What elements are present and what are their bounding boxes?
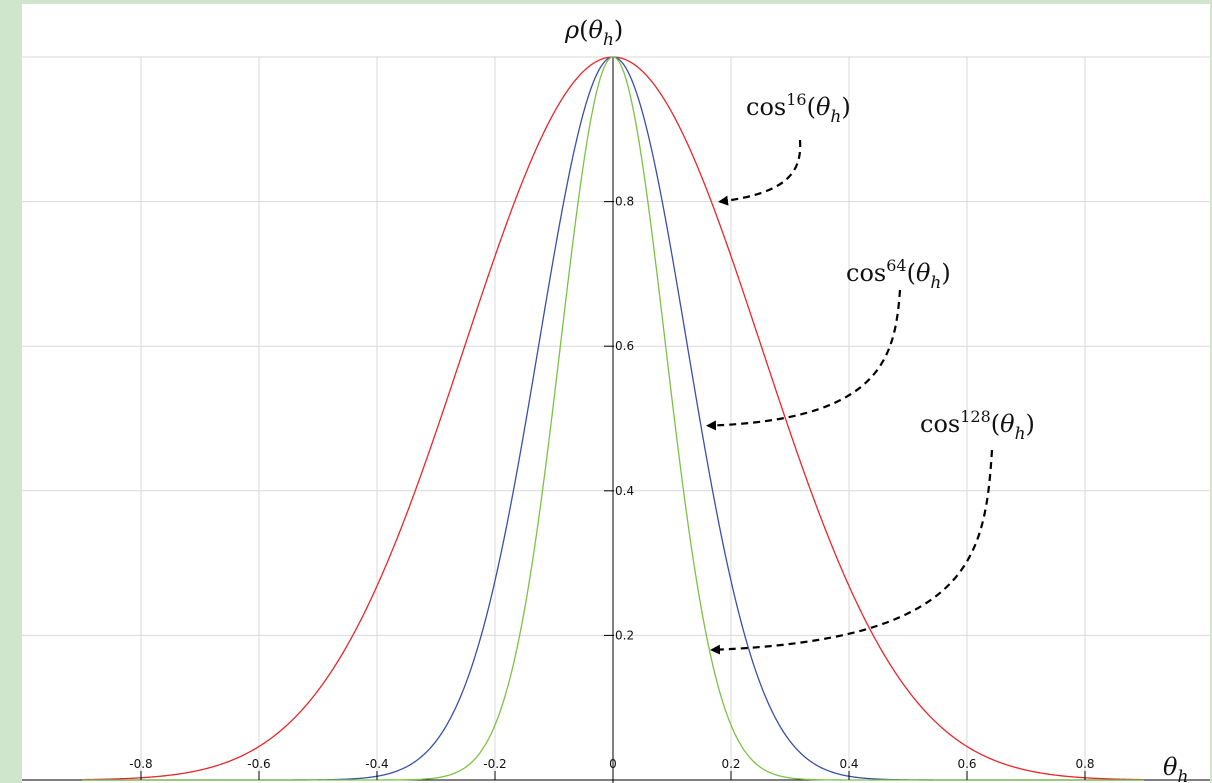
x-tick-label: 0.6	[957, 757, 976, 771]
x-tick-label: 0.8	[1075, 757, 1094, 771]
x-tick-label: -0.8	[129, 757, 152, 771]
x-tick-label: 0	[609, 757, 617, 771]
y-tick-label: 0.6	[615, 339, 634, 353]
x-tick-label: -0.4	[365, 757, 388, 771]
x-tick-label: 0.4	[839, 757, 858, 771]
x-axis-title: θh	[1163, 753, 1188, 783]
x-tick-label: -0.2	[483, 757, 506, 771]
x-tick-label: -0.6	[247, 757, 270, 771]
annotations: cos16(θh) cos64(θh) cos128(θh)	[706, 90, 1035, 655]
annotation-label-128: cos128(θh)	[920, 407, 1035, 444]
y-axis-title: ρ(θh)	[564, 16, 623, 50]
y-tick-label: 0.8	[615, 195, 634, 209]
x-tick-label: 0.2	[721, 757, 740, 771]
ticks: -0.8 -0.6 -0.4 -0.2 0 0.2 0.4 0.6 0.8 0.2 0.4 0.6 0.…	[129, 195, 1095, 780]
plot-area	[22, 4, 1210, 783]
axis-titles: ρ(θh) θh	[564, 16, 1188, 783]
annotation-arrow-128	[710, 449, 994, 655]
y-tick-label: 0.4	[615, 484, 634, 498]
annotation-label-64: cos64(θh)	[846, 256, 951, 293]
annotation-label-16: cos16(θh)	[746, 90, 851, 127]
y-tick-label: 0.2	[615, 628, 634, 642]
annotation-arrow-64	[706, 289, 902, 431]
annotation-arrow-16	[718, 139, 802, 206]
